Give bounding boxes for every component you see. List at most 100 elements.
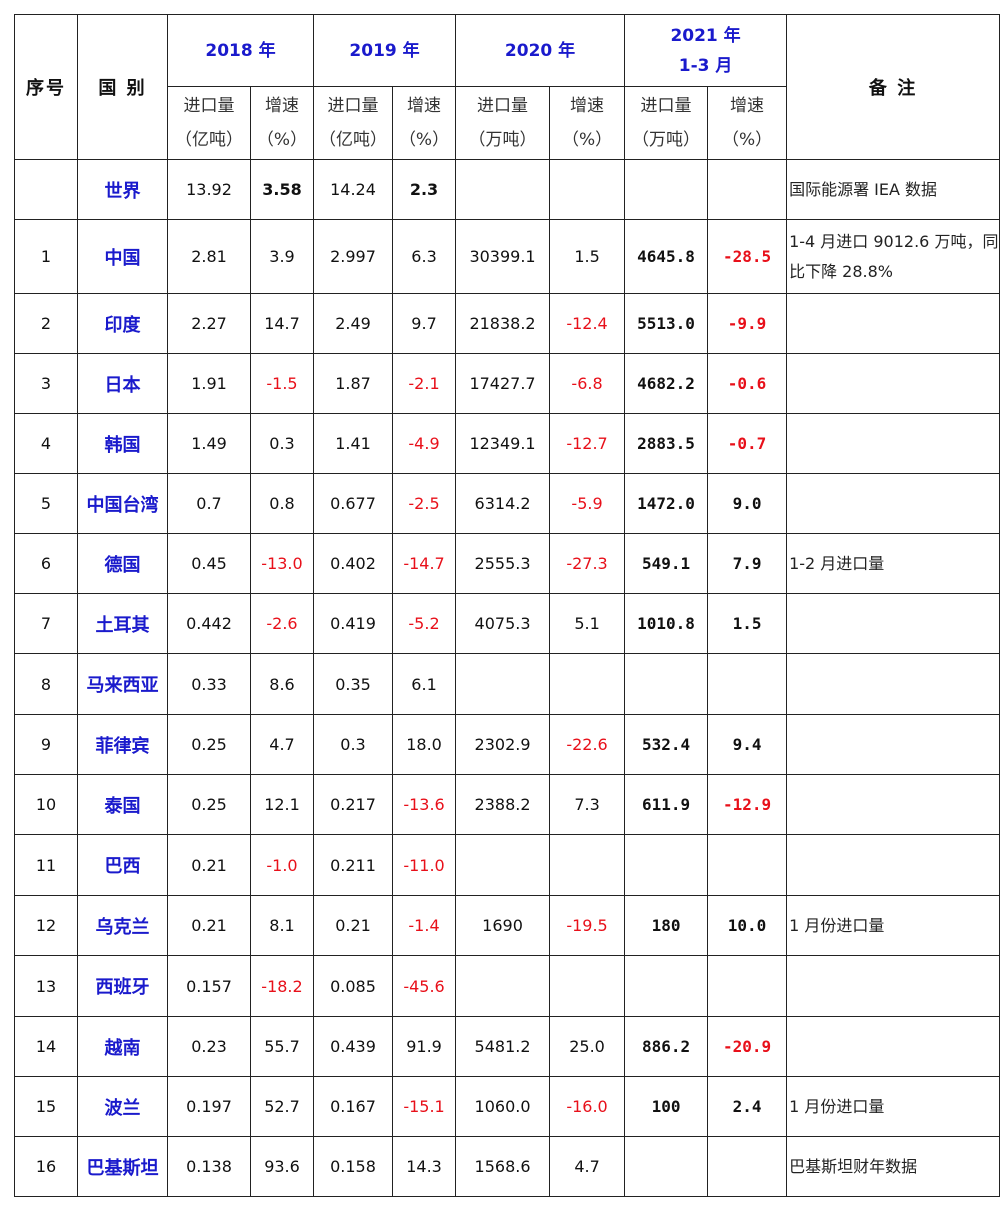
growth-rate-cell: 0.8 <box>249 473 315 534</box>
growth-rate-cell: -6.8 <box>549 353 626 414</box>
import-volume-cell: 0.402 <box>313 533 394 594</box>
growth-rate-cell: 7.3 <box>549 774 626 835</box>
import-volume-cell: 1472.0 <box>624 473 709 534</box>
growth-rate-cell <box>549 834 626 896</box>
import-volume-cell: 0.21 <box>313 895 394 956</box>
import-volume-cell: 1.91 <box>167 353 251 414</box>
growth-rate-cell <box>549 955 626 1017</box>
growth-rate-cell: -27.3 <box>549 533 626 594</box>
remark-cell <box>786 955 1000 1017</box>
growth-rate-cell: -19.5 <box>549 895 626 956</box>
import-volume-cell: 0.25 <box>167 714 251 775</box>
remark-cell <box>786 473 1000 534</box>
import-volume-cell: 0.7 <box>167 473 251 534</box>
seq-cell: 6 <box>14 533 78 594</box>
growth-rate-cell: -2.5 <box>392 473 457 534</box>
growth-rate-cell: -14.7 <box>392 533 457 594</box>
header-sub-line: （亿吨） <box>175 130 243 150</box>
import-volume-cell <box>455 834 551 896</box>
growth-rate-cell: 9.0 <box>707 473 788 534</box>
import-volume-cell: 1.87 <box>313 353 394 414</box>
table-row: 5 中国台湾 0.7 0.8 0.677 -2.5 6314.2 -5.9 1472.0 9.0 <box>14 473 1000 534</box>
growth-rate-cell: 8.1 <box>249 895 315 956</box>
growth-rate-cell: 1.5 <box>707 593 788 654</box>
growth-rate-cell: 7.9 <box>707 533 788 594</box>
table-row: 7 土耳其 0.442 -2.6 0.419 -5.2 4075.3 5.1 1010.8 1.5 <box>14 593 1000 654</box>
import-volume-cell: 2883.5 <box>624 413 709 474</box>
import-volume-cell: 14.24 <box>313 159 394 220</box>
growth-rate-cell: -13.0 <box>249 533 315 594</box>
header-sub-line: 增速 <box>265 96 299 116</box>
import-volume-cell: 532.4 <box>624 714 709 775</box>
remark-cell: 巴基斯坦财年数据 <box>786 1136 1000 1197</box>
import-volume-cell: 1.41 <box>313 413 394 474</box>
remark-cell: 1-2 月进口量 <box>786 533 1000 594</box>
import-volume-cell: 12349.1 <box>455 413 551 474</box>
import-volume-cell: 0.35 <box>313 653 394 715</box>
growth-rate-cell: 25.0 <box>549 1016 626 1077</box>
import-volume-cell: 0.085 <box>313 955 394 1017</box>
country-cell: 巴基斯坦 <box>77 1136 168 1197</box>
header-import-volume: 进口量 （万吨） <box>455 86 551 160</box>
growth-rate-cell: -5.2 <box>392 593 457 654</box>
country-cell: 波兰 <box>77 1076 168 1137</box>
remark-cell <box>786 593 1000 654</box>
growth-rate-cell <box>707 1136 788 1197</box>
remark-cell: 1 月份进口量 <box>786 1076 1000 1137</box>
import-volume-cell: 2.997 <box>313 219 394 294</box>
country-cell: 中国台湾 <box>77 473 168 534</box>
table-row: 16 巴基斯坦 0.138 93.6 0.158 14.3 1568.6 4.7 巴基斯坦财年数… <box>14 1136 1000 1197</box>
growth-rate-cell: -0.7 <box>707 413 788 474</box>
growth-rate-cell: -0.6 <box>707 353 788 414</box>
table-row: 6 德国 0.45 -13.0 0.402 -14.7 2555.3 -27.3 549.1 7.… <box>14 533 1000 594</box>
table-row: 15 波兰 0.197 52.7 0.167 -15.1 1060.0 -16.0 100 2.4… <box>14 1076 1000 1137</box>
growth-rate-cell: 6.3 <box>392 219 457 294</box>
table-row: 10 泰国 0.25 12.1 0.217 -13.6 2388.2 7.3 611.9 -12.… <box>14 774 1000 835</box>
import-volume-cell: 2.81 <box>167 219 251 294</box>
seq-cell: 14 <box>14 1016 78 1077</box>
header-sub-line: 进口量 <box>640 96 692 116</box>
import-volume-cell: 0.211 <box>313 834 394 896</box>
growth-rate-cell: -13.6 <box>392 774 457 835</box>
growth-rate-cell: -12.7 <box>549 413 626 474</box>
country-cell: 泰国 <box>77 774 168 835</box>
growth-rate-cell <box>549 653 626 715</box>
growth-rate-cell: 18.0 <box>392 714 457 775</box>
country-cell: 世界 <box>77 159 168 220</box>
seq-cell: 9 <box>14 714 78 775</box>
import-volume-cell: 1010.8 <box>624 593 709 654</box>
growth-rate-cell <box>707 955 788 1017</box>
growth-rate-cell: -1.5 <box>249 353 315 414</box>
growth-rate-cell: -1.4 <box>392 895 457 956</box>
header-remark: 备 注 <box>786 14 1000 160</box>
country-cell: 土耳其 <box>77 593 168 654</box>
growth-rate-cell: 8.6 <box>249 653 315 715</box>
import-volume-cell: 0.217 <box>313 774 394 835</box>
country-cell: 韩国 <box>77 413 168 474</box>
header-sub-line: 进口量 <box>327 96 379 116</box>
header-sub-line: （万吨） <box>632 130 701 150</box>
header-year-2018: 2018 年 <box>166 14 315 87</box>
import-volume-cell: 0.33 <box>167 653 251 715</box>
table-row: 4 韩国 1.49 0.3 1.41 -4.9 12349.1 -12.7 2883.5 -0.7 <box>14 413 1000 474</box>
seq-cell: 7 <box>14 593 78 654</box>
seq-cell <box>14 159 78 220</box>
growth-rate-cell: 52.7 <box>249 1076 315 1137</box>
header-sub-line: 增速 <box>730 96 765 116</box>
table-row: 13 西班牙 0.157 -18.2 0.085 -45.6 <box>14 955 1000 1017</box>
table-row: 14 越南 0.23 55.7 0.439 91.9 5481.2 25.0 886.2 -20.… <box>14 1016 1000 1077</box>
country-cell: 菲律宾 <box>77 714 168 775</box>
growth-rate-cell: 55.7 <box>249 1016 315 1077</box>
header-sub-line: 进口量 <box>183 96 235 116</box>
table-row: 世界 13.92 3.58 14.24 2.3 国际能源署 IEA 数据 <box>14 159 1000 220</box>
import-volume-cell: 0.21 <box>167 895 251 956</box>
header-year-2021: 2021 年 1-3 月 <box>624 14 788 87</box>
growth-rate-cell: -9.9 <box>707 293 788 354</box>
growth-rate-cell: -2.6 <box>249 593 315 654</box>
header-sub-line: （万吨） <box>468 130 537 150</box>
import-volume-cell: 6314.2 <box>455 473 551 534</box>
header-sub-line: （亿吨） <box>319 130 388 150</box>
table-row: 12 乌克兰 0.21 8.1 0.21 -1.4 1690 -19.5 180 10.0 1 月份… <box>14 895 1000 956</box>
import-volume-cell: 180 <box>624 895 709 956</box>
seq-cell: 1 <box>14 219 78 294</box>
